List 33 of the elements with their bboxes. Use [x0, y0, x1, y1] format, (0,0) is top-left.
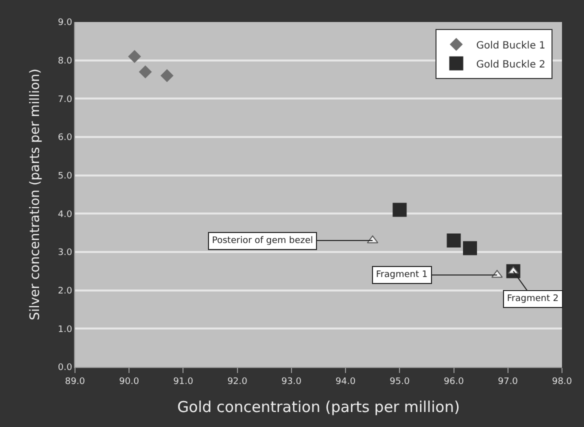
x-tick-label: 97.0: [498, 376, 518, 387]
y-tick-label: 2.0: [58, 286, 72, 296]
y-tick-label: 7.0: [58, 94, 72, 105]
point: [128, 50, 142, 63]
legend-label: Gold Buckle 2: [476, 59, 546, 70]
y-tick-label: 0.0: [58, 363, 72, 374]
x-tick-label: 92.0: [227, 376, 248, 387]
y-tick-label: 4.0: [58, 210, 72, 220]
x-tick-label: 93.0: [281, 376, 302, 387]
point: [160, 69, 174, 82]
point: [446, 234, 461, 248]
point: [392, 202, 407, 217]
y-tick-label: 5.0: [58, 171, 72, 182]
y-tick-label: 8.0: [58, 56, 72, 66]
legend-label: Gold Buckle 1: [476, 40, 546, 52]
x-tick-label: 95.0: [390, 376, 410, 387]
x-tick-label: 89.0: [64, 376, 86, 387]
x-tick-label: 91.0: [173, 376, 194, 387]
point: [463, 241, 478, 256]
x-axis-title: Gold concentration (parts per million): [177, 398, 460, 416]
y-tick-label: 1.0: [58, 324, 72, 335]
x-tick-label: 96.0: [444, 376, 464, 387]
y-tick-label: 6.0: [58, 133, 72, 144]
x-tick-label: 98.0: [552, 376, 572, 387]
annotation: Fragment 1: [376, 270, 428, 280]
y-tick-label: 3.0: [58, 248, 72, 258]
annotation: Fragment 2: [507, 294, 559, 304]
y-tick-label: 9.0: [58, 18, 72, 28]
x-tick-label: 90.0: [119, 376, 140, 387]
point: [138, 65, 152, 78]
annotation: Posterior of gem bezel: [212, 236, 314, 246]
y-axis-title: Silver concentration (parts per million): [28, 68, 43, 320]
x-tick-label: 94.0: [336, 376, 356, 387]
